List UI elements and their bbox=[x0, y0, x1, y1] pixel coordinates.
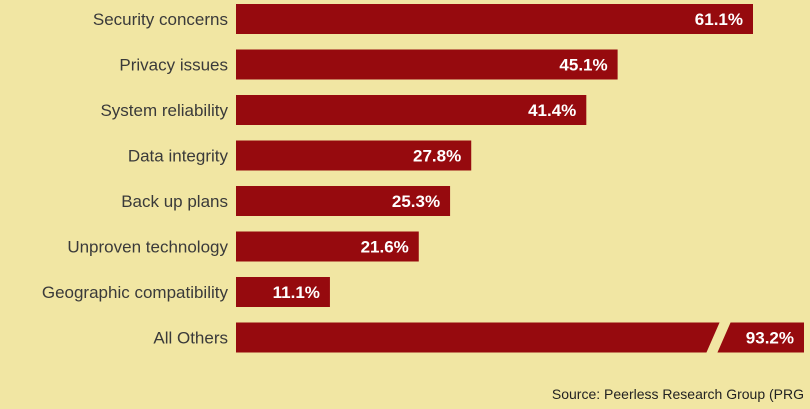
bar-6 bbox=[236, 277, 330, 307]
category-label-4: Back up plans bbox=[121, 192, 228, 211]
value-label-2: 41.4% bbox=[528, 101, 576, 120]
value-label-4: 25.3% bbox=[392, 192, 440, 211]
bar-4 bbox=[236, 186, 451, 216]
value-label-3: 27.8% bbox=[413, 147, 461, 166]
category-label-5: Unproven technology bbox=[67, 238, 228, 257]
category-label-2: System reliability bbox=[100, 101, 228, 120]
bar-5 bbox=[236, 231, 419, 262]
value-label-5: 21.6% bbox=[361, 238, 409, 257]
axis-break-mark bbox=[706, 321, 731, 354]
bar-0 bbox=[236, 4, 753, 34]
bar-3 bbox=[236, 140, 472, 171]
category-label-3: Data integrity bbox=[128, 147, 229, 166]
bar-2 bbox=[236, 95, 587, 125]
value-label-0: 61.1% bbox=[695, 10, 743, 29]
value-label-6: 11.1% bbox=[273, 283, 320, 302]
value-label-7: 93.2% bbox=[746, 329, 794, 348]
category-label-1: Privacy issues bbox=[119, 56, 228, 75]
value-label-1: 45.1% bbox=[559, 56, 607, 75]
category-label-6: Geographic compatibility bbox=[42, 283, 229, 302]
bars-group: Security concerns 61.1% Privacy issues 45.1… bbox=[42, 4, 804, 354]
source-note: Source: Peerless Research Group (PRG bbox=[552, 386, 804, 402]
category-label-7: All Others bbox=[153, 329, 228, 348]
category-label-0: Security concerns bbox=[93, 10, 228, 29]
bar-1 bbox=[236, 49, 618, 80]
